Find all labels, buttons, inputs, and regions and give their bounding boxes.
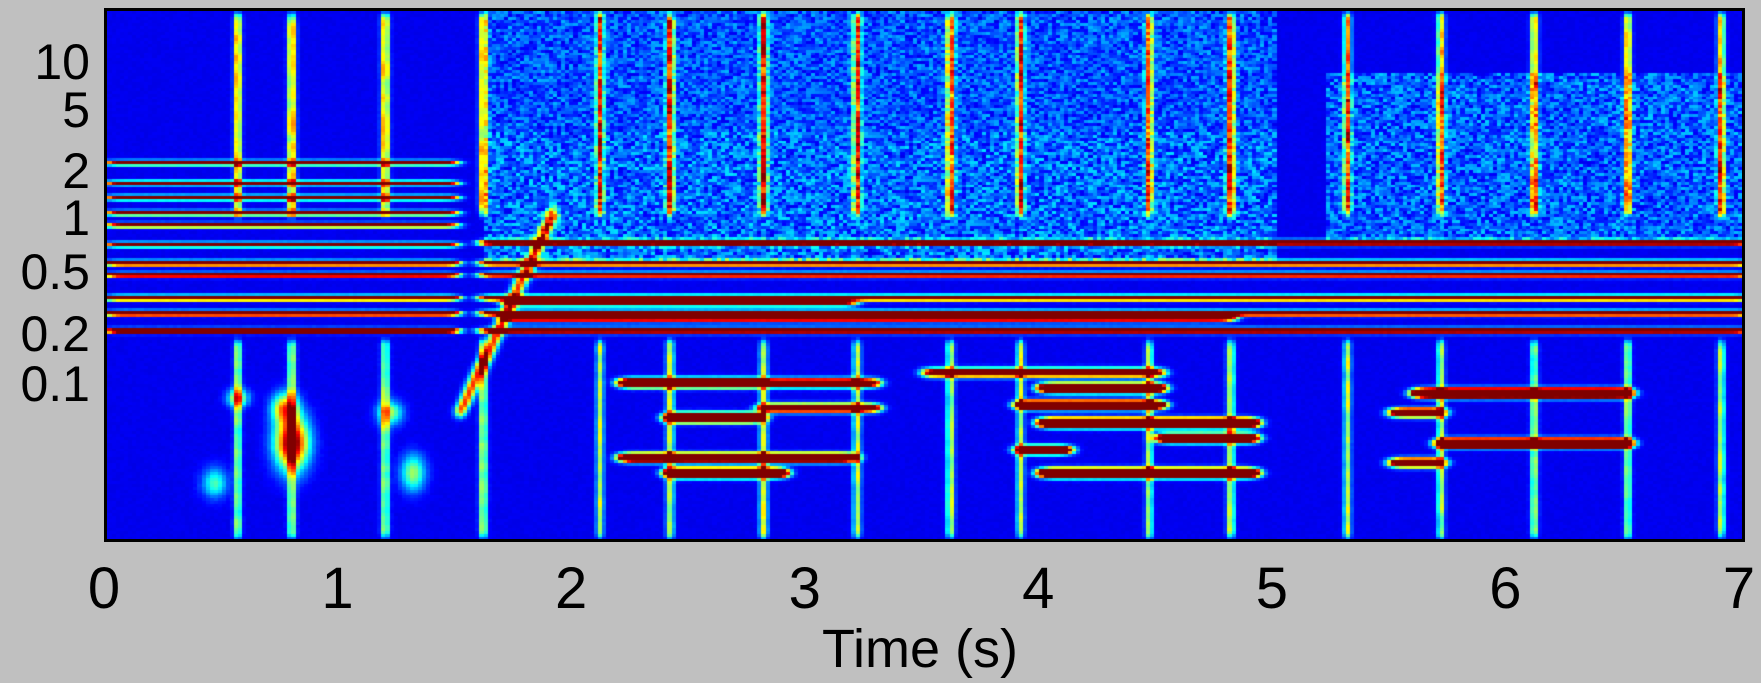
x-tick-label: 4 — [1022, 556, 1055, 621]
y-tick-label: 10 — [34, 34, 90, 90]
x-tick-label: 0 — [87, 556, 121, 621]
x-tick-label: 1 — [321, 556, 354, 621]
y-tick-label: 5 — [62, 82, 90, 138]
x-tick-label: 7 — [1722, 556, 1756, 621]
y-tick-label: 1 — [62, 190, 90, 246]
x-tick-label: 6 — [1489, 556, 1522, 621]
plot-area — [104, 8, 1745, 542]
y-tick-label: 0.1 — [20, 356, 90, 412]
x-tick-label: 2 — [555, 556, 588, 621]
x-axis-label: Time (s) — [822, 619, 1018, 679]
y-tick-label: 0.5 — [20, 244, 90, 300]
y-tick-label: 2 — [62, 143, 90, 199]
spectrogram-heatmap — [107, 11, 1742, 539]
x-tick-label: 3 — [788, 556, 821, 621]
y-tick-label: 0.2 — [20, 306, 90, 362]
x-tick-label: 5 — [1255, 556, 1288, 621]
